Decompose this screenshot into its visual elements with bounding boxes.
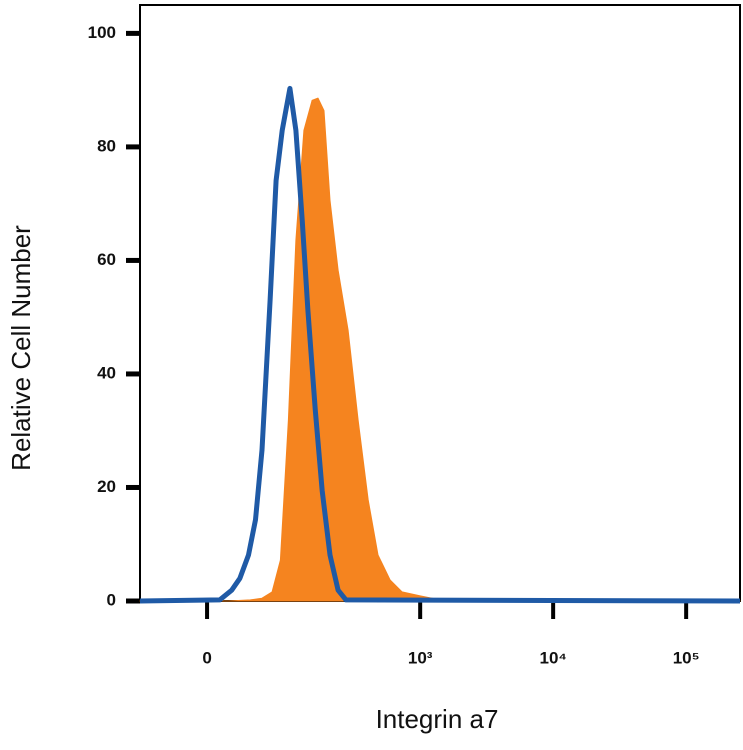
x-tick-label: 10⁴ [539, 648, 566, 667]
histogram-line [139, 85, 741, 604]
y-tick-label: 40 [97, 363, 116, 382]
y-tick-label: 60 [97, 250, 116, 269]
plot-frame [139, 4, 741, 602]
y-tick-label: 80 [97, 136, 116, 155]
y-axis-label: Relative Cell Number [6, 225, 36, 471]
y-tick-label: 0 [107, 590, 116, 609]
x-tick-label: 10³ [408, 648, 433, 667]
y-tick-label: 100 [88, 23, 116, 42]
y-tick-label: 20 [97, 477, 116, 496]
x-axis-label: Integrin a7 [376, 704, 499, 734]
x-tick-label: 0 [202, 648, 211, 667]
x-tick-label: 10⁵ [673, 648, 700, 667]
histogram-area [139, 97, 741, 602]
